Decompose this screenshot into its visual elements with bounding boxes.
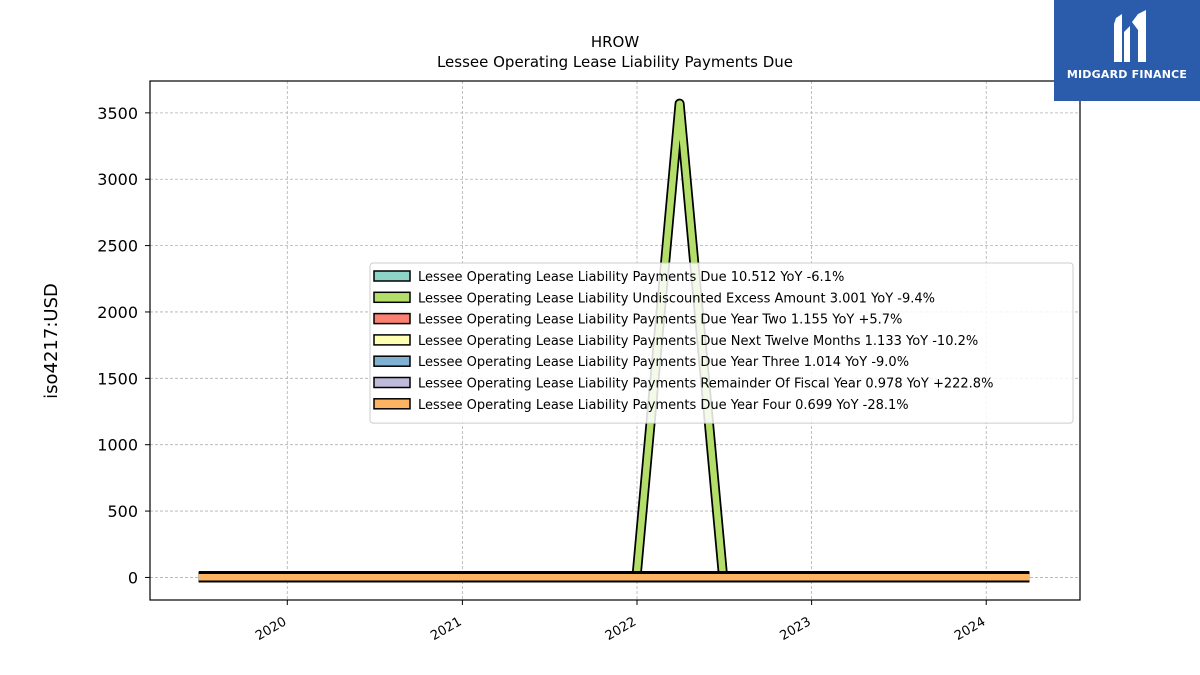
legend-entry: Lessee Operating Lease Liability Payment… (418, 270, 844, 285)
y-axis-label: iso4217:USD (41, 283, 62, 399)
chart-subtitle: Lessee Operating Lease Liability Payment… (437, 53, 793, 71)
legend-entry: Lessee Operating Lease Liability Payment… (418, 334, 978, 349)
y-tick-label: 1500 (97, 369, 138, 388)
legend-entry: Lessee Operating Lease Liability Payment… (418, 313, 902, 328)
brand-logo: MIDGARD FINANCE (1054, 0, 1200, 101)
legend-swatch (373, 312, 411, 325)
y-tick-label: 0 (128, 568, 138, 587)
legend-entry: Lessee Operating Lease Liability Payment… (418, 377, 993, 392)
legend-entry: Lessee Operating Lease Liability Payment… (418, 398, 909, 413)
y-tick-label: 2000 (97, 303, 138, 322)
legend-entry: Lessee Operating Lease Liability Undisco… (418, 291, 935, 306)
y-tick-label: 3500 (97, 104, 138, 123)
x-tick-label: 2022 (603, 614, 639, 644)
series-lines (198, 98, 1030, 583)
legend-box (369, 262, 1074, 424)
legend-swatch (373, 398, 411, 410)
brand-name: MIDGARD FINANCE (1066, 68, 1188, 81)
y-tick-label: 2500 (97, 237, 138, 256)
chart-title: HROW (591, 33, 640, 51)
y-tick-label: 1000 (97, 436, 138, 455)
legend-swatch (373, 376, 411, 389)
x-tick-label: 2023 (777, 614, 813, 644)
y-tick-label: 500 (107, 502, 138, 521)
y-axis-ticks: 0 500 1000 1500 2000 2500 3000 3500 (97, 104, 150, 587)
x-axis-ticks: 2020 2021 2022 2023 2024 (253, 600, 988, 644)
y-tick-label: 3000 (97, 170, 138, 189)
x-tick-label: 2024 (952, 614, 988, 644)
x-tick-label: 2020 (253, 614, 289, 644)
logo-mark-icon (1114, 10, 1146, 62)
legend-swatch (373, 270, 411, 282)
plot-frame (149, 80, 1081, 601)
legend-swatch (373, 291, 411, 304)
legend-swatch (373, 334, 411, 346)
legend-swatch (373, 355, 411, 367)
legend-entry: Lessee Operating Lease Liability Payment… (418, 355, 909, 370)
x-tick-label: 2021 (428, 614, 464, 644)
legend: Lessee Operating Lease Liability Payment… (369, 262, 1074, 424)
